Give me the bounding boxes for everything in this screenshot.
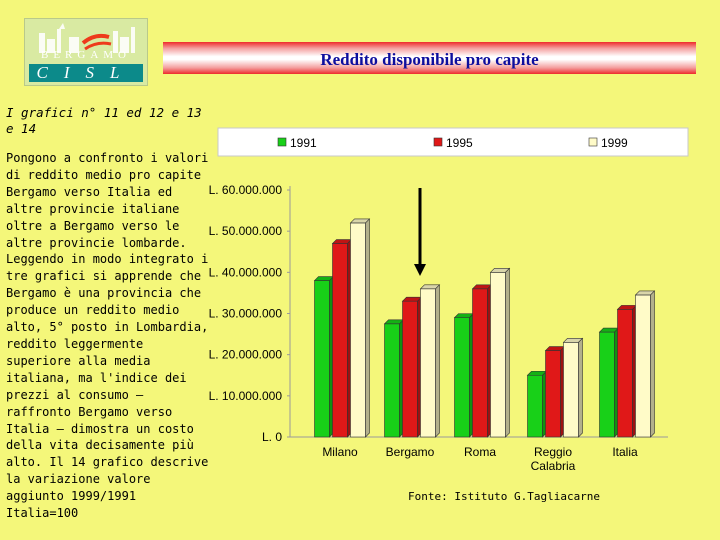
y-tick-label: L. 0 — [262, 430, 282, 444]
legend-box — [217, 127, 689, 157]
source-note: Fonte: Istituto G.Tagliacarne — [408, 490, 601, 503]
bar-1991-bergamo — [383, 319, 405, 438]
bar-1991-reggio-calabria — [526, 370, 548, 438]
annotation-arrowhead — [414, 264, 426, 276]
cisl-bergamo-logo: BERGAMO CISL — [24, 18, 148, 86]
y-tick-label: L. 50.000.000 — [209, 224, 283, 238]
bar-1991-roma — [453, 312, 475, 438]
legend-swatch-1995 — [433, 137, 443, 147]
x-tick-label: Italia — [612, 445, 638, 459]
y-tick-label: L. 30.000.000 — [209, 307, 283, 321]
page-title: Reddito disponibile pro capite — [320, 50, 539, 69]
x-tick-label: Reggio — [534, 445, 572, 459]
bar-1995-italia — [616, 304, 638, 438]
bar-1991-milano — [313, 275, 335, 438]
logo-bottom-text: CISL — [29, 64, 143, 82]
bar-1995-milano — [331, 238, 353, 438]
bar-1995-reggio-calabria — [544, 345, 566, 438]
y-tick-label: L. 20.000.000 — [209, 348, 283, 362]
city-skyline-icon — [39, 23, 135, 53]
legend-swatch-1999 — [588, 137, 598, 147]
x-tick-label: Calabria — [531, 459, 576, 473]
y-tick-label: L. 10.000.000 — [209, 389, 283, 403]
x-tick-label: Bergamo — [386, 445, 435, 459]
bar-1995-roma — [471, 284, 493, 438]
y-tick-label: L. 40.000.000 — [209, 265, 283, 279]
logo-top-text: BERGAMO — [40, 49, 131, 61]
left-heading: I grafici n° 11 ed 12 e 13 e 14 — [6, 105, 202, 136]
y-tick-label: L. 60.000.000 — [209, 183, 283, 197]
bar-1991-italia — [598, 327, 620, 438]
x-tick-label: Milano — [322, 445, 358, 459]
bar-1999-reggio-calabria — [562, 337, 584, 438]
legend-label-1999: 1999 — [601, 136, 628, 150]
x-tick-label: Roma — [464, 445, 496, 459]
legend-label-1991: 1991 — [290, 136, 317, 150]
title-banner: Reddito disponibile pro capite — [163, 42, 696, 74]
legend-swatch-1991 — [277, 137, 287, 147]
legend-label-1995: 1995 — [446, 136, 473, 150]
bar-1999-roma — [489, 267, 511, 438]
bar-1999-milano — [349, 218, 371, 438]
bar-1999-bergamo — [419, 284, 441, 438]
left-description: Pongono a confronto i valori di reddito … — [6, 151, 209, 521]
bar-1995-bergamo — [401, 296, 423, 438]
bar-1999-italia — [634, 290, 656, 438]
